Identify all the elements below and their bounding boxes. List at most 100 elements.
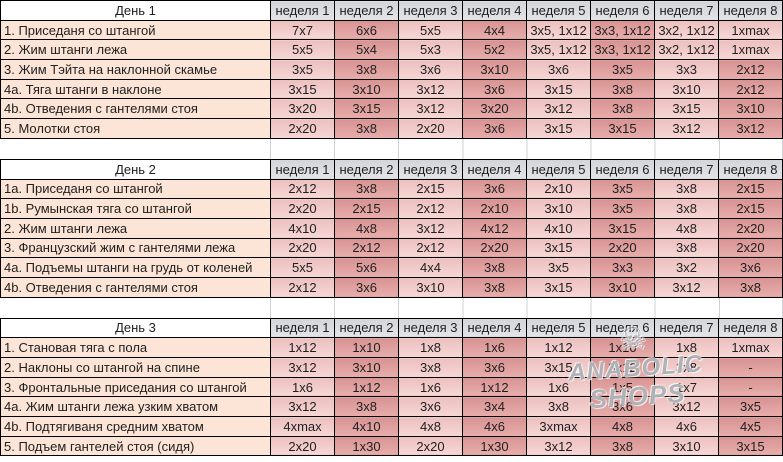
set-value-cell[interactable]: 1x12 (462, 376, 527, 398)
set-value-cell[interactable]: 2x20 (718, 217, 783, 239)
set-value-cell[interactable]: 1x6 (270, 376, 335, 398)
set-value-cell[interactable]: 4x6 (462, 416, 527, 437)
set-value-cell[interactable]: 3x10 (590, 276, 655, 298)
set-value-cell[interactable]: 1xmax (718, 39, 783, 61)
set-value-cell[interactable]: 1x8 (654, 337, 719, 358)
set-value-cell[interactable]: 5x5 (270, 257, 335, 278)
week-header[interactable]: неделя 6 (590, 317, 655, 339)
set-value-cell[interactable]: 3x3, 1x12 (590, 39, 655, 61)
set-value-cell[interactable]: 4x8 (590, 416, 655, 437)
set-value-cell[interactable]: 2x12 (270, 276, 335, 298)
set-value-cell[interactable]: 3x12 (590, 357, 655, 378)
set-value-cell[interactable]: 3x3 (590, 257, 655, 278)
set-value-cell[interactable]: 3x6 (398, 59, 463, 80)
set-value-cell[interactable]: 2x15 (334, 198, 399, 219)
set-value-cell[interactable]: 3x5 (590, 198, 655, 219)
set-value-cell[interactable]: 4xmax (270, 416, 335, 437)
set-value-cell[interactable]: 1x12 (334, 376, 399, 398)
day-title[interactable]: День 3 (0, 317, 271, 339)
set-value-cell[interactable]: 3x12 (654, 276, 719, 298)
set-value-cell[interactable]: 3x8 (462, 276, 527, 298)
set-value-cell[interactable]: 2x20 (398, 435, 463, 457)
set-value-cell[interactable]: 4x12 (462, 217, 527, 239)
set-value-cell[interactable]: 3x6 (462, 118, 527, 139)
set-value-cell[interactable]: 2x12 (334, 237, 399, 259)
set-value-cell[interactable]: 4x6 (654, 416, 719, 437)
exercise-label[interactable]: 3. Французский жим с гантелями лежа (0, 237, 271, 259)
set-value-cell[interactable]: 2x12 (270, 178, 335, 200)
set-value-cell[interactable]: 3x12 (398, 78, 463, 100)
exercise-label[interactable]: 4b. Подтягиваня средним хватом (0, 416, 271, 437)
set-value-cell[interactable]: 3x8 (462, 257, 527, 278)
set-value-cell[interactable]: 3x8 (718, 276, 783, 298)
week-header[interactable]: неделя 7 (654, 317, 719, 339)
week-header[interactable]: неделя 8 (718, 158, 783, 180)
set-value-cell[interactable]: 2x15 (718, 198, 783, 219)
exercise-label[interactable]: 3. Жим Тэйта на наклонной скамье (0, 59, 271, 80)
set-value-cell[interactable]: 3xmax (526, 416, 591, 437)
set-value-cell[interactable]: 3x8 (334, 59, 399, 80)
set-value-cell[interactable]: 3x10 (718, 98, 783, 120)
exercise-label[interactable]: 3. Фронтальные приседания со штангой (0, 376, 271, 398)
set-value-cell[interactable]: 3x6 (526, 59, 591, 80)
set-value-cell[interactable]: 2x20 (270, 118, 335, 139)
set-value-cell[interactable]: - (718, 376, 783, 398)
week-header[interactable]: неделя 2 (334, 317, 399, 339)
set-value-cell[interactable]: 3x10 (526, 198, 591, 219)
set-value-cell[interactable]: 3x12 (270, 396, 335, 418)
set-value-cell[interactable]: 3x5, 1x12 (526, 39, 591, 61)
set-value-cell[interactable]: 3x8 (334, 396, 399, 418)
set-value-cell[interactable]: 2x20 (270, 435, 335, 457)
week-header[interactable]: неделя 3 (398, 0, 463, 21)
set-value-cell[interactable]: 3x6 (590, 396, 655, 418)
week-header[interactable]: неделя 6 (590, 0, 655, 21)
set-value-cell[interactable]: 1x12 (270, 337, 335, 358)
set-value-cell[interactable]: 5x2 (462, 39, 527, 61)
set-value-cell[interactable]: 3x2 (654, 257, 719, 278)
set-value-cell[interactable]: 2x20 (590, 237, 655, 259)
exercise-label[interactable]: 4a. Подъемы штанги на грудь от коленей (0, 257, 271, 278)
exercise-label[interactable]: 4b. Отведения с гантелями стоя (0, 98, 271, 120)
day-title[interactable]: День 2 (0, 158, 271, 180)
set-value-cell[interactable]: 3x15 (718, 435, 783, 457)
set-value-cell[interactable]: 3x3 (654, 59, 719, 80)
set-value-cell[interactable]: 4x4 (462, 19, 527, 41)
set-value-cell[interactable]: - (718, 357, 783, 378)
set-value-cell[interactable]: 1x7 (654, 376, 719, 398)
set-value-cell[interactable]: 3x12 (526, 435, 591, 457)
week-header[interactable]: неделя 7 (654, 158, 719, 180)
exercise-label[interactable]: 1a. Приседаня со штангой (0, 178, 271, 200)
exercise-label[interactable]: 2. Жим штанги лежа (0, 39, 271, 61)
set-value-cell[interactable]: 5x5 (398, 19, 463, 41)
set-value-cell[interactable]: 3x4 (462, 396, 527, 418)
exercise-label[interactable]: 2. Наклоны со штангой на спине (0, 357, 271, 378)
week-header[interactable]: неделя 5 (526, 158, 591, 180)
set-value-cell[interactable]: 3x8 (654, 198, 719, 219)
set-value-cell[interactable]: 3x12 (654, 396, 719, 418)
set-value-cell[interactable]: 3x15 (526, 276, 591, 298)
week-header[interactable]: неделя 1 (270, 158, 335, 180)
set-value-cell[interactable]: 4x10 (334, 416, 399, 437)
set-value-cell[interactable]: 5x3 (398, 39, 463, 61)
set-value-cell[interactable]: 3x12 (398, 98, 463, 120)
exercise-label[interactable]: 1. Становая тяга с пола (0, 337, 271, 358)
exercise-label[interactable]: 1b. Румынская тяга со штангой (0, 198, 271, 219)
set-value-cell[interactable]: 3x15 (526, 237, 591, 259)
set-value-cell[interactable]: 1xmax (718, 337, 783, 358)
set-value-cell[interactable]: 1x6 (462, 337, 527, 358)
set-value-cell[interactable]: 3x5 (590, 59, 655, 80)
set-value-cell[interactable]: 3x15 (590, 118, 655, 139)
week-header[interactable]: неделя 1 (270, 0, 335, 21)
set-value-cell[interactable]: 3x5 (590, 178, 655, 200)
set-value-cell[interactable]: 2x12 (718, 59, 783, 80)
week-header[interactable]: неделя 1 (270, 317, 335, 339)
set-value-cell[interactable]: 4x10 (526, 217, 591, 239)
set-value-cell[interactable]: 4x4 (398, 257, 463, 278)
set-value-cell[interactable]: 3x5 (718, 396, 783, 418)
set-value-cell[interactable]: 3x12 (718, 118, 783, 139)
set-value-cell[interactable]: 7x7 (270, 19, 335, 41)
set-value-cell[interactable]: 4x8 (654, 217, 719, 239)
week-header[interactable]: неделя 4 (462, 317, 527, 339)
set-value-cell[interactable]: 3x12 (526, 98, 591, 120)
set-value-cell[interactable]: 1x8 (398, 337, 463, 358)
